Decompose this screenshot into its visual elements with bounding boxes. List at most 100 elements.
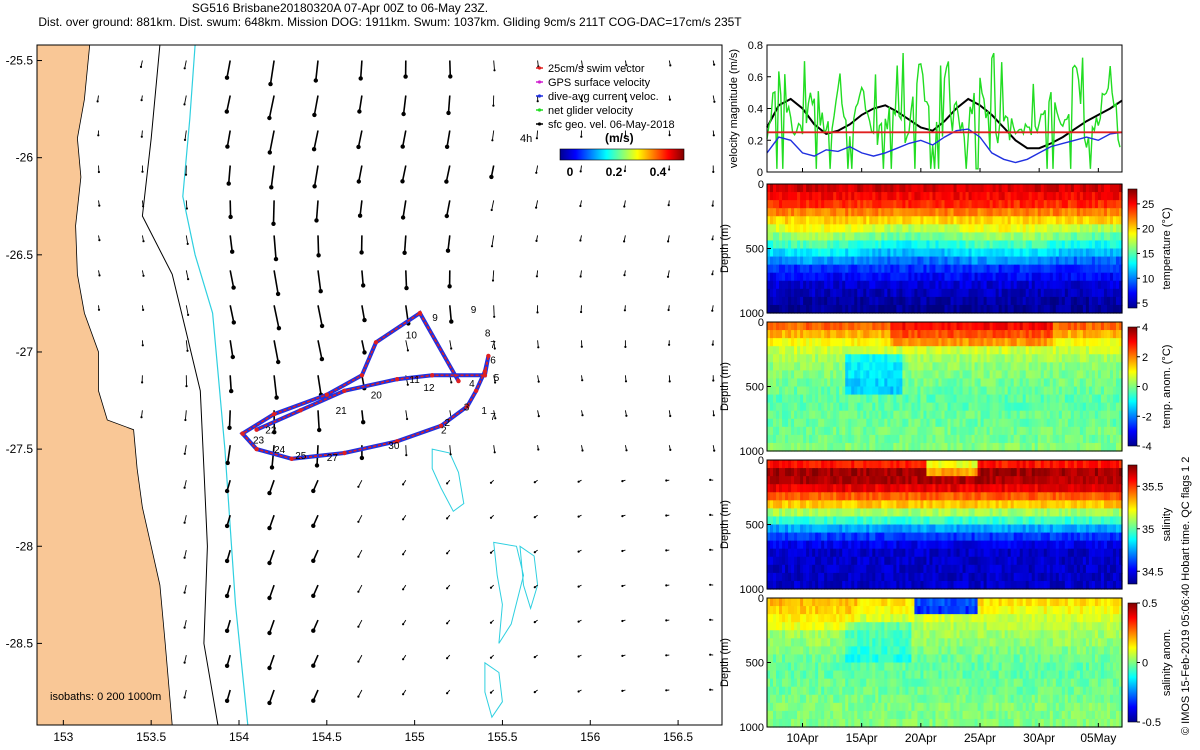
section-cell: [821, 564, 825, 574]
section-cell: [923, 216, 928, 225]
section-cell: [1067, 296, 1072, 306]
section-cell: [803, 394, 807, 404]
section-cell: [908, 192, 913, 201]
section-cell: [1037, 296, 1042, 306]
section-cell: [842, 540, 846, 550]
section-cell: [914, 256, 919, 266]
section-cell: [923, 256, 928, 266]
section-cell: [785, 304, 789, 314]
section-cell: [869, 362, 873, 371]
section-cell: [980, 216, 985, 225]
section-cell: [938, 280, 943, 290]
sfc-velocity-arrowhead: [711, 273, 714, 276]
sfc-velocity-arrow: [447, 235, 451, 251]
section-cell: [992, 346, 997, 355]
sfc-velocity-arrow: [268, 514, 275, 529]
sfc-velocity-arrow: [449, 305, 453, 322]
section-cell: [1028, 434, 1033, 444]
section-cell: [827, 516, 831, 526]
section-cell: [887, 330, 891, 339]
section-cell: [836, 224, 840, 233]
section-cell: [782, 280, 786, 290]
sfc-velocity-arrow: [447, 95, 451, 113]
section-cell: [800, 476, 804, 485]
section-cell: [905, 386, 909, 396]
section-cell: [1088, 296, 1093, 306]
section-cell: [839, 492, 843, 501]
section-cell: [779, 460, 783, 469]
section-cell: [932, 402, 937, 412]
section-cell: [1028, 410, 1033, 420]
section-cell: [1031, 426, 1036, 436]
section-cell: [1052, 296, 1057, 306]
section-cell: [863, 378, 867, 388]
section-cell: [965, 248, 970, 258]
section-cell: [974, 288, 979, 298]
section-cell: [1112, 264, 1117, 274]
section-cell: [1010, 288, 1015, 298]
section-cell: [1112, 200, 1117, 209]
section-cell: [965, 192, 970, 201]
sfc-velocity-arrowhead: [314, 463, 320, 468]
section-cell: [866, 272, 870, 282]
section-cell: [920, 338, 925, 347]
section-cell: [845, 184, 849, 193]
section-cell: [1109, 426, 1114, 436]
sfc-velocity-arrow: [226, 95, 231, 112]
section-cell: [974, 248, 979, 258]
section-cell: [1058, 240, 1063, 250]
section-cell: [971, 232, 976, 242]
section-cell: [875, 272, 879, 282]
section-cell: [839, 418, 843, 428]
section-cell: [869, 296, 873, 306]
section-cell: [1097, 410, 1102, 420]
section-cell: [1007, 338, 1012, 347]
section-cell: [881, 418, 885, 428]
section-cell: [821, 264, 825, 274]
section-cell: [857, 508, 861, 518]
section-cell: [1040, 192, 1045, 201]
section-cell: [1004, 362, 1009, 371]
section-cell: [1025, 322, 1030, 331]
section-cell: [1046, 402, 1051, 412]
section-cell: [914, 232, 919, 242]
section-cell: [938, 192, 943, 201]
sfc-velocity-arrow: [358, 479, 363, 488]
section-cell: [845, 322, 849, 331]
section-cell: [809, 556, 813, 566]
section-cell: [779, 410, 783, 420]
track-dive-marker: [430, 373, 435, 378]
section-cell: [1019, 410, 1024, 420]
section-cell: [971, 224, 976, 233]
sfc-velocity-arrowhead: [577, 550, 580, 553]
section-cell: [902, 224, 906, 233]
section-cell: [1007, 240, 1012, 250]
section-cell: [914, 434, 919, 444]
section-cell: [788, 208, 792, 217]
section-cell: [1022, 378, 1027, 388]
section-cell: [824, 556, 828, 566]
section-cell: [1088, 304, 1093, 314]
section-cell: [950, 442, 955, 452]
section-cell: [1085, 362, 1090, 371]
section-cell: [890, 346, 894, 355]
section-cell: [947, 442, 952, 452]
section-cell: [803, 580, 807, 590]
section-cell: [866, 338, 870, 347]
section-cell: [1073, 370, 1078, 380]
section-cell: [920, 434, 925, 444]
section-cell: [812, 224, 816, 233]
section-cell: [863, 280, 867, 290]
section-cell: [974, 346, 979, 355]
section-cell: [986, 192, 991, 201]
section-cell: [1046, 256, 1051, 266]
section-cell: [1043, 394, 1048, 404]
section-cell: [1061, 402, 1066, 412]
section-cell: [839, 378, 843, 388]
section-cell: [767, 338, 771, 347]
section-cell: [917, 362, 922, 371]
section-cell: [938, 346, 943, 355]
section-cell: [824, 508, 828, 518]
section-cell: [824, 402, 828, 412]
section-cell: [824, 410, 828, 420]
